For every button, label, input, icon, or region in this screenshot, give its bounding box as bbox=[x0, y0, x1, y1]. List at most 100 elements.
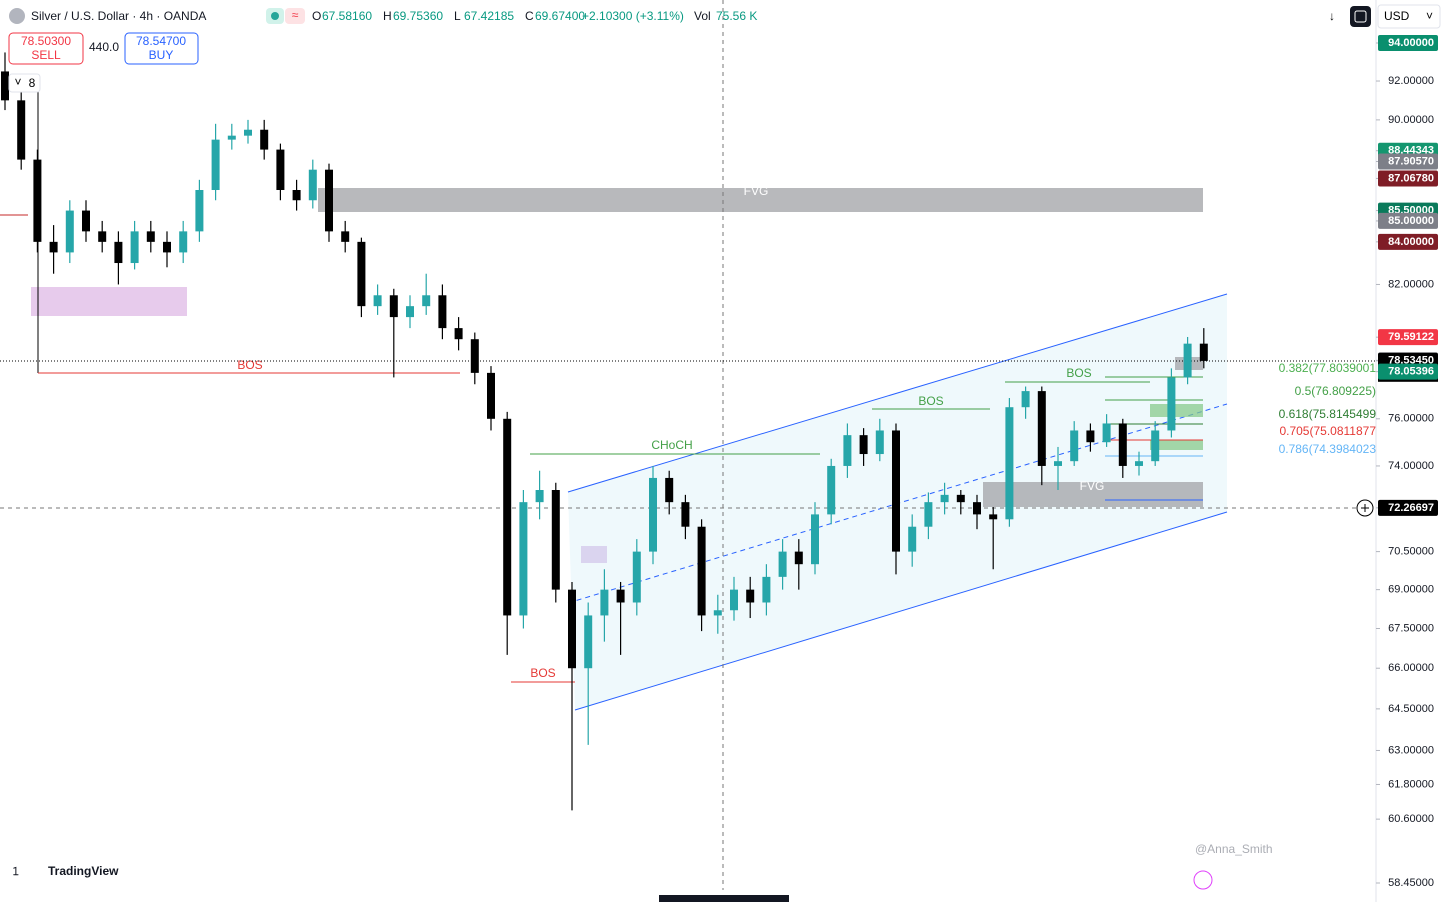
candle-body bbox=[892, 430, 900, 552]
badge[interactable] bbox=[285, 8, 305, 24]
price-label-bg bbox=[1378, 233, 1438, 250]
candle-body bbox=[859, 435, 868, 455]
candle-body bbox=[584, 615, 593, 669]
candle-body bbox=[82, 210, 90, 232]
candle-body bbox=[875, 430, 884, 455]
candle-body bbox=[551, 490, 560, 590]
ohlc: O 67.58160 H 69.75360 L 67.42185 C 69.67400+2.1… bbox=[312, 9, 757, 23]
candle-body bbox=[794, 551, 803, 565]
ohlc-key: L bbox=[454, 9, 461, 23]
price-label-bg bbox=[1378, 212, 1438, 229]
price-label: 64.50000 bbox=[1388, 703, 1434, 715]
candle-body bbox=[713, 610, 722, 616]
candle-body bbox=[568, 589, 576, 669]
candle-body bbox=[1135, 461, 1143, 466]
watermark-icon bbox=[1193, 870, 1213, 890]
candle-body bbox=[260, 129, 269, 150]
candle-body bbox=[470, 339, 479, 373]
scrollbar[interactable] bbox=[659, 895, 789, 902]
candle-body bbox=[778, 551, 787, 577]
candle-body bbox=[989, 514, 998, 520]
candle-body bbox=[33, 159, 42, 242]
bos-label: BOS bbox=[530, 666, 555, 680]
fib-label: 0.618(75.8145499 bbox=[1279, 407, 1377, 421]
candle-body bbox=[1070, 430, 1079, 462]
price-label: 79.59122 bbox=[1388, 331, 1434, 343]
candle-body bbox=[1102, 423, 1111, 443]
candle-body bbox=[389, 295, 398, 318]
buy-button[interactable] bbox=[124, 32, 199, 65]
price-label: 63.00000 bbox=[1388, 744, 1434, 756]
badge-icon: ≈ bbox=[292, 8, 299, 22]
candle-body bbox=[244, 129, 252, 136]
price-label: 61.80000 bbox=[1388, 778, 1434, 790]
badge-dot bbox=[271, 12, 279, 20]
price-label: 66.00000 bbox=[1388, 662, 1434, 674]
price-label-bg bbox=[1378, 499, 1438, 516]
candle-body bbox=[1, 71, 9, 101]
plus-icon bbox=[1361, 504, 1369, 512]
candle-body bbox=[357, 241, 366, 307]
sell-button[interactable] bbox=[8, 32, 84, 65]
candle-body bbox=[325, 169, 333, 232]
download-button[interactable]: ↓ bbox=[1329, 9, 1335, 23]
chevron: ˅ bbox=[14, 75, 21, 89]
currency-select[interactable] bbox=[1377, 4, 1441, 29]
candle-body bbox=[940, 494, 949, 503]
price-label: 70.50000 bbox=[1388, 546, 1434, 558]
ohlc-value: 69.75360 bbox=[393, 9, 443, 23]
buy-label: BUY bbox=[149, 48, 174, 62]
ohlc-key: C bbox=[525, 9, 534, 23]
fvg-zone bbox=[983, 482, 1203, 507]
candle-body bbox=[1199, 343, 1208, 361]
price-axis: 94.0000092.0000090.0000088.4434387.90570… bbox=[1376, 35, 1438, 889]
price-label: 60.60000 bbox=[1388, 813, 1434, 825]
candle-body bbox=[1005, 407, 1014, 520]
candle-body bbox=[616, 589, 625, 603]
sell-price: 78.50300 bbox=[21, 34, 71, 48]
candle-body bbox=[17, 100, 26, 160]
candle-body bbox=[438, 295, 447, 329]
bos-label: BOS bbox=[1066, 366, 1091, 380]
candle-body bbox=[1037, 391, 1046, 466]
price-label: 87.06780 bbox=[1388, 172, 1434, 184]
change: +2.10300 (+3.11%) bbox=[582, 9, 684, 23]
price-label: 87.90570 bbox=[1388, 155, 1434, 167]
candle-body bbox=[308, 169, 317, 201]
symbol[interactable]: Silver / U.S. Dollar · 4h · OANDA bbox=[31, 9, 206, 23]
candle-body bbox=[811, 514, 819, 565]
fvg-zone bbox=[1150, 404, 1203, 417]
candle-body bbox=[956, 494, 965, 503]
candle-body bbox=[1054, 461, 1062, 466]
dropdown-icon: ˅ bbox=[1426, 9, 1433, 23]
candle-body bbox=[908, 526, 917, 552]
zone bbox=[31, 287, 187, 316]
candle-body bbox=[211, 139, 220, 191]
fib-label: 0.5(76.809225) bbox=[1295, 384, 1376, 398]
zone bbox=[581, 546, 607, 563]
candle-body bbox=[924, 502, 933, 527]
brand-logo: 𝟷 bbox=[12, 864, 20, 878]
spread: 440.0 bbox=[89, 40, 119, 54]
price-label: 76.00000 bbox=[1388, 413, 1434, 425]
candle-body bbox=[649, 477, 657, 552]
price-label-bg bbox=[1378, 35, 1438, 51]
price-label: 72.26697 bbox=[1388, 502, 1434, 514]
candle-body bbox=[49, 241, 58, 253]
price-label-bg bbox=[1378, 170, 1438, 187]
candle-body bbox=[1118, 423, 1127, 466]
buy-price: 78.54700 bbox=[136, 34, 186, 48]
fvg-label: FVG bbox=[1080, 479, 1105, 493]
candle-body bbox=[697, 526, 706, 616]
candle-body bbox=[487, 372, 495, 419]
price-label: 78.05396 bbox=[1388, 366, 1434, 378]
candle-body bbox=[163, 241, 171, 253]
price-label: 92.00000 bbox=[1388, 75, 1434, 87]
sell-label: SELL bbox=[31, 48, 61, 62]
ohlc-value: 67.42185 bbox=[464, 9, 514, 23]
candle-body bbox=[665, 477, 674, 503]
candle-body bbox=[762, 576, 771, 603]
indicator-toggle[interactable] bbox=[8, 73, 41, 93]
candle-body bbox=[227, 135, 236, 140]
fullscreen-button[interactable] bbox=[1350, 6, 1371, 27]
